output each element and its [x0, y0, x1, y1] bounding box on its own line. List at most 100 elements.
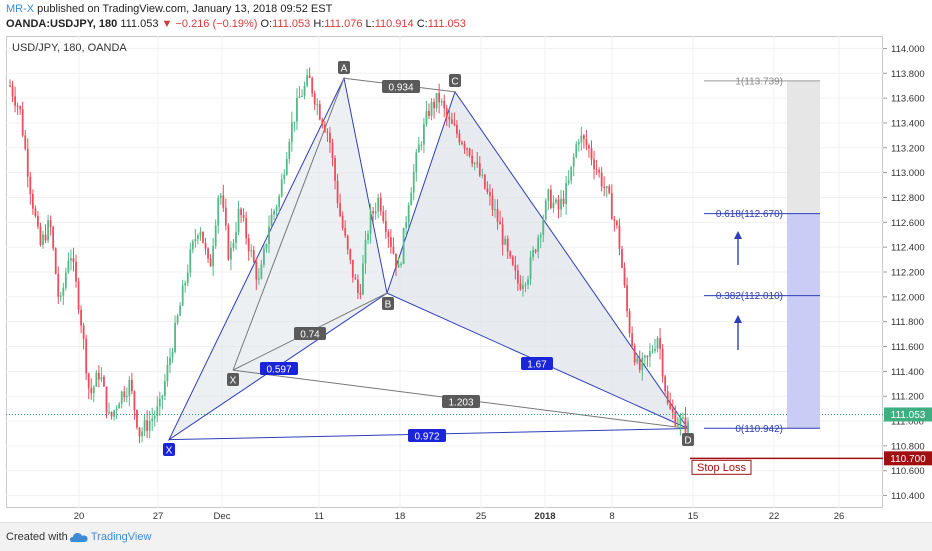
candle-body	[382, 211, 385, 221]
open-label: O:	[260, 18, 273, 30]
candle-body	[466, 148, 468, 150]
x-tick-label: 8	[609, 511, 614, 522]
candle-body	[298, 96, 301, 98]
x-tick-label: Dec	[214, 511, 231, 522]
candle-body	[166, 365, 169, 382]
candle-body	[356, 279, 359, 293]
candle-body	[471, 155, 474, 164]
candle-body	[369, 211, 372, 234]
candle-body	[638, 358, 641, 370]
stop-loss-box	[691, 459, 752, 475]
candle-body	[534, 250, 537, 252]
candle-body	[16, 105, 19, 107]
candle-body	[344, 228, 347, 236]
candle-body	[354, 277, 357, 280]
point-label: D	[682, 433, 694, 447]
created-with-text: Created with	[6, 531, 68, 543]
ratio-box	[521, 357, 553, 370]
close-label: C:	[416, 18, 428, 30]
y-tick-label: 110.800	[891, 441, 925, 452]
candle-body	[532, 250, 535, 258]
candle-body	[169, 357, 171, 366]
point-label: B	[382, 297, 394, 311]
candle-body	[461, 142, 463, 144]
candle-body	[49, 220, 52, 228]
candle-body	[136, 410, 138, 428]
candle-body	[82, 325, 85, 339]
candle-body	[204, 242, 207, 249]
candle-body	[593, 159, 595, 170]
candle-body	[197, 235, 199, 239]
price-tag-text: 111.053	[891, 410, 926, 421]
candle-body	[435, 92, 438, 109]
candle-body	[392, 246, 395, 254]
candle-body	[265, 243, 268, 249]
tradingview-logo[interactable]: TradingView	[70, 531, 151, 543]
cloud-icon	[70, 532, 88, 542]
published-text: published on TradingView.com, January 13…	[37, 3, 333, 15]
point-text: X	[166, 446, 173, 457]
point-box	[227, 373, 239, 386]
y-tick-label: 113.000	[891, 168, 925, 179]
candle-body	[270, 214, 273, 227]
y-tick-label: 110.400	[891, 491, 925, 502]
candle-body	[666, 391, 669, 404]
candle-body	[651, 350, 654, 352]
up-arrow-head	[734, 231, 742, 239]
candle-body	[26, 148, 29, 177]
candle-body	[463, 143, 466, 149]
candle-body	[174, 322, 176, 352]
ratio-box	[408, 429, 446, 442]
candle-body	[628, 311, 631, 334]
candle-body	[423, 124, 425, 145]
ratio-box	[294, 327, 326, 340]
candle-body	[288, 141, 291, 159]
candle-body	[516, 270, 519, 284]
candle-body	[384, 220, 387, 232]
point-box	[382, 297, 394, 310]
high-value: 111.076	[324, 18, 363, 30]
candle-body	[138, 427, 141, 437]
candle-body	[103, 376, 105, 387]
candle-body	[565, 183, 568, 204]
candle-body	[19, 106, 22, 110]
candle-body	[255, 261, 258, 280]
candle-body	[181, 285, 184, 306]
candle-body	[293, 121, 296, 123]
candle-body	[641, 357, 644, 370]
point-box	[163, 443, 175, 456]
candle-body	[283, 174, 286, 180]
candle-body	[590, 148, 593, 160]
candle-body	[158, 398, 161, 407]
candle-body	[148, 420, 151, 431]
candle-body	[9, 85, 11, 87]
candle-body	[570, 166, 573, 181]
candle-body	[494, 209, 496, 211]
y-tick-label: 111.800	[891, 317, 924, 328]
candle-body	[377, 197, 380, 212]
candle-body	[473, 162, 476, 164]
candle-body	[598, 170, 601, 173]
candle-body	[649, 351, 651, 357]
candle-body	[247, 238, 250, 252]
candle-body	[54, 248, 57, 274]
candle-body	[623, 267, 626, 286]
candle-body	[420, 144, 423, 146]
candle-body	[562, 198, 565, 204]
candle-body	[621, 249, 623, 268]
author-link[interactable]: MR-X	[6, 3, 35, 15]
candle-body	[491, 195, 494, 210]
candle-body	[331, 142, 334, 159]
target-label: 0.618(112.670)	[716, 209, 783, 220]
point-text: B	[385, 300, 392, 311]
candle-body	[308, 75, 311, 78]
ratio-box	[382, 80, 420, 93]
candle-body	[143, 420, 146, 432]
candle-body	[501, 224, 504, 245]
price-change: ▼ −0.216 (−0.19%)	[161, 18, 258, 30]
candle-body	[362, 263, 364, 295]
candle-body	[130, 380, 133, 392]
candle-body	[674, 412, 677, 426]
candle-body	[146, 420, 149, 431]
